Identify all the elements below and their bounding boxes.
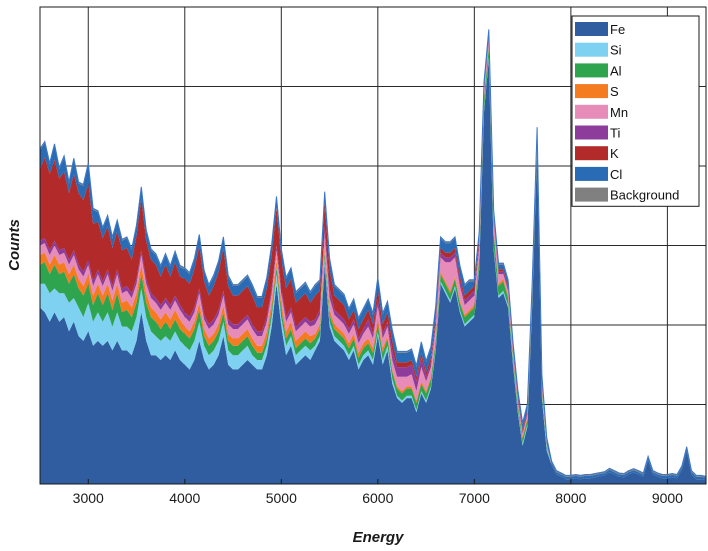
x-tick-label: 3000	[73, 490, 104, 506]
x-tick-label: 4000	[169, 490, 200, 506]
x-tick-label: 7000	[459, 490, 490, 506]
plot-frame	[39, 6, 707, 485]
legend-swatch-mn	[575, 104, 608, 119]
legend-label-mn: Mn	[610, 105, 628, 120]
legend-swatch-background	[575, 187, 608, 202]
area-series	[39, 29, 707, 484]
y-axis-title: Counts	[6, 219, 23, 271]
legend-swatch-s	[575, 84, 608, 99]
x-tick-label: 9000	[652, 490, 683, 506]
legend-label-k: K	[610, 146, 619, 161]
x-tick-label: 6000	[362, 490, 393, 506]
stack-top-outline	[39, 29, 707, 477]
legend-label-cl: Cl	[610, 167, 622, 182]
legend-label-si: Si	[610, 43, 622, 58]
x-axis-ticks: 3000 4000 5000 6000 7000 8000 9000	[73, 479, 683, 506]
x-tick-label: 8000	[555, 490, 586, 506]
legend-label-background: Background	[610, 188, 679, 203]
legend-swatch-si	[575, 42, 608, 57]
legend-label-fe: Fe	[610, 22, 625, 37]
area-fe	[40, 59, 706, 484]
legend-label-al: Al	[610, 63, 622, 78]
legend-swatch-k	[575, 146, 608, 161]
legend: Fe Si Al S Mn Ti K Cl Background	[571, 15, 700, 207]
legend-label-s: S	[610, 84, 619, 99]
legend-label-ti: Ti	[610, 126, 620, 141]
legend-swatch-fe	[575, 22, 608, 36]
legend-swatch-ti	[575, 125, 608, 140]
x-tick-label: 5000	[266, 490, 297, 506]
x-axis-title: Energy	[353, 529, 405, 546]
legend-swatch-al	[575, 63, 608, 78]
legend-swatch-cl	[575, 166, 608, 181]
